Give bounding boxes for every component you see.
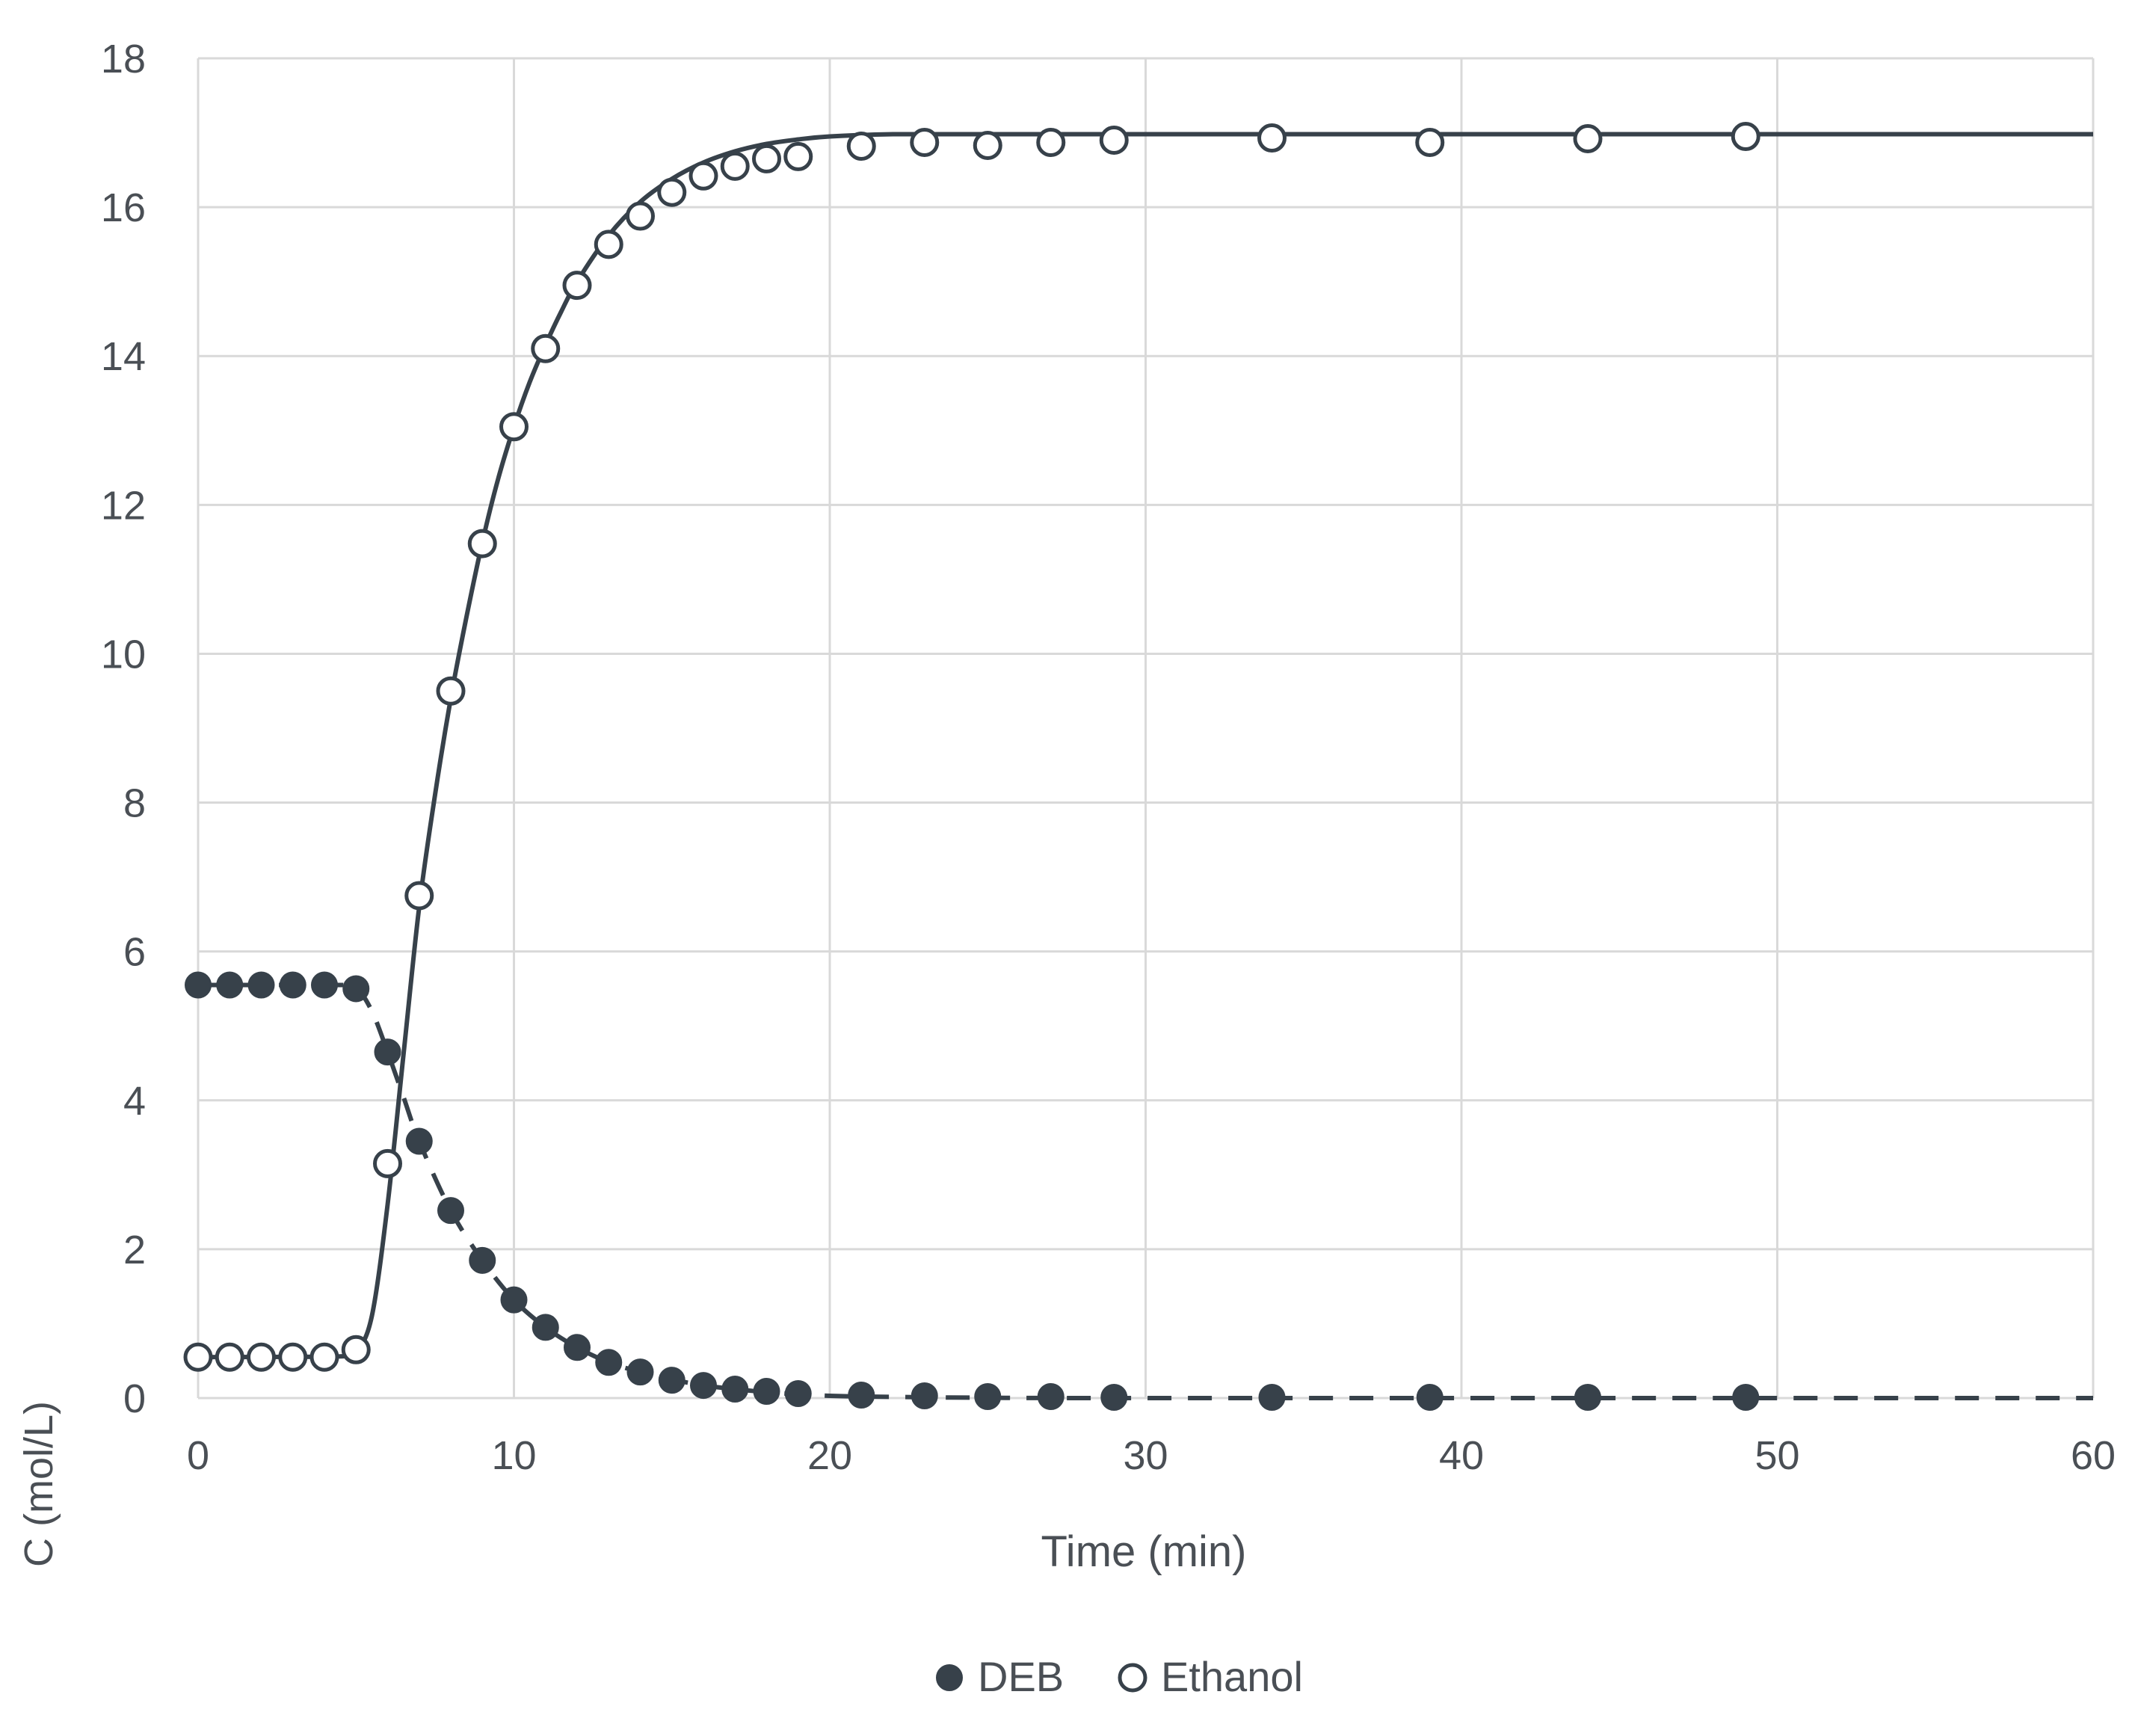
- y-tick-label: 2: [123, 1228, 146, 1272]
- point-ethanol: [247, 1342, 276, 1372]
- x-tick-label: 0: [187, 1433, 209, 1478]
- point-deb: [564, 1334, 591, 1361]
- point-ethanol: [341, 1335, 371, 1364]
- point-deb: [1100, 1384, 1128, 1412]
- point-deb: [595, 1349, 623, 1376]
- point-deb: [753, 1378, 780, 1406]
- point-deb: [626, 1358, 654, 1386]
- y-tick-label: 18: [101, 37, 146, 81]
- x-tick-label: 40: [1439, 1433, 1484, 1478]
- grid: [197, 57, 2095, 1400]
- point-deb: [185, 971, 212, 999]
- point-deb: [532, 1314, 559, 1341]
- point-ethanol: [309, 1342, 339, 1372]
- x-tick-label: 10: [491, 1433, 536, 1478]
- y-tick-label: 12: [101, 483, 146, 528]
- y-tick-label: 16: [101, 185, 146, 230]
- point-ethanol: [531, 333, 561, 363]
- point-deb: [690, 1372, 717, 1400]
- point-ethanol: [215, 1342, 244, 1372]
- point-ethanol: [594, 230, 623, 259]
- point-ethanol: [910, 127, 940, 157]
- point-deb: [1574, 1384, 1601, 1412]
- point-ethanol: [1099, 126, 1129, 156]
- x-tick-label: 50: [1754, 1433, 1799, 1478]
- point-ethanol: [1573, 124, 1603, 154]
- legend-marker-deb: [936, 1664, 963, 1691]
- x-tick-label: 60: [2071, 1433, 2116, 1478]
- point-ethanol: [373, 1148, 402, 1178]
- point-ethanol: [1257, 123, 1287, 153]
- y-tick-label: 4: [123, 1079, 146, 1124]
- point-ethanol: [1731, 122, 1760, 152]
- y-axis-label: C (mol/L): [16, 1401, 61, 1567]
- point-deb: [721, 1376, 749, 1403]
- point-deb: [437, 1197, 464, 1225]
- x-axis-label: Time (min): [1041, 1527, 1247, 1576]
- point-ethanol: [436, 676, 466, 706]
- point-ethanol: [973, 130, 1002, 160]
- point-ethanol: [626, 201, 655, 231]
- point-deb: [1037, 1383, 1065, 1411]
- point-deb: [216, 971, 244, 999]
- legend-marker-ethanol: [1118, 1663, 1147, 1693]
- point-deb: [911, 1382, 938, 1410]
- point-deb: [974, 1383, 1002, 1411]
- point-deb: [1416, 1384, 1444, 1412]
- point-deb: [247, 971, 275, 999]
- point-deb: [658, 1367, 685, 1394]
- point-ethanol: [1415, 127, 1445, 157]
- point-deb: [374, 1038, 401, 1066]
- y-tick-label: 10: [101, 632, 146, 677]
- point-deb: [279, 971, 306, 999]
- y-tick-label: 6: [123, 930, 146, 975]
- point-ethanol: [783, 141, 813, 171]
- point-ethanol: [278, 1342, 308, 1372]
- tick-labels: 0 2 4 6 8 10 12 14 16 18 0 10 20 30 40 50 60: [101, 37, 2116, 1478]
- point-deb: [469, 1246, 496, 1274]
- point-deb: [1258, 1384, 1286, 1412]
- x-tick-label: 30: [1123, 1433, 1168, 1478]
- point-ethanol: [720, 151, 750, 181]
- legend-label-deb: DEB: [978, 1653, 1064, 1700]
- point-ethanol: [688, 161, 718, 191]
- point-deb: [1732, 1384, 1760, 1412]
- legend-label-ethanol: Ethanol: [1161, 1653, 1303, 1700]
- y-tick-label: 0: [123, 1376, 146, 1421]
- point-ethanol: [562, 271, 592, 301]
- x-tick-label: 20: [807, 1433, 852, 1478]
- point-ethanol: [404, 881, 434, 911]
- point-ethanol: [657, 177, 687, 207]
- data-points: [183, 122, 1760, 1412]
- y-tick-label: 14: [101, 334, 146, 379]
- y-tick-label: 8: [123, 781, 146, 826]
- point-deb: [784, 1380, 812, 1408]
- point-ethanol: [752, 144, 781, 173]
- point-ethanol: [499, 412, 529, 442]
- point-ethanol: [183, 1342, 213, 1372]
- legend: DEB Ethanol: [936, 1653, 1303, 1700]
- point-deb: [311, 971, 338, 999]
- point-deb: [848, 1382, 875, 1409]
- point-deb: [342, 975, 370, 1003]
- point-ethanol: [467, 529, 497, 558]
- point-ethanol: [1036, 127, 1066, 157]
- point-deb: [500, 1286, 528, 1314]
- point-deb: [405, 1127, 433, 1155]
- point-ethanol: [846, 131, 876, 161]
